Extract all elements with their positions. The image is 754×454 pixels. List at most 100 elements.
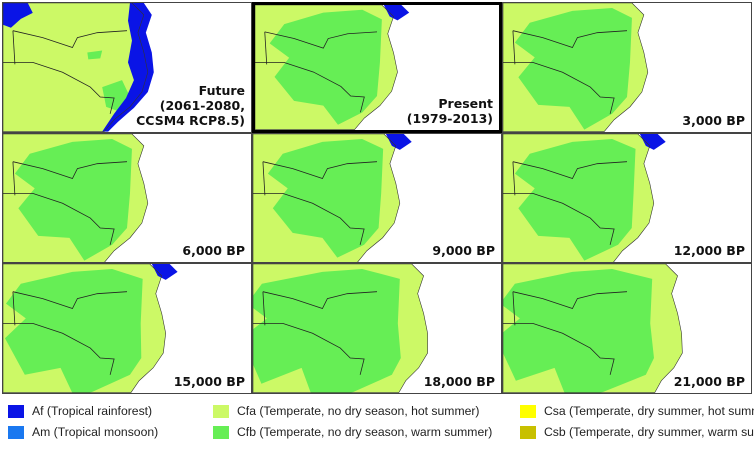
state-border	[253, 323, 365, 376]
legend-swatch	[520, 404, 536, 418]
panel-label: 6,000 BP	[182, 243, 245, 258]
state-border	[512, 291, 516, 326]
climate-map	[503, 3, 649, 132]
state-border	[512, 30, 516, 65]
panel-label: Future (2061-2080, CCSM4 RCP8.5)	[136, 83, 245, 128]
panel-label-line: 6,000 BP	[182, 243, 245, 259]
legend: Af (Tropical rainforest) Cfa (Temperate, …	[8, 404, 754, 439]
cfb-region	[253, 269, 401, 393]
panel-label-line: Present	[438, 95, 493, 111]
af-region	[383, 5, 410, 21]
cfb-region	[503, 269, 654, 393]
coastline	[503, 264, 683, 393]
panel-label-line: Future	[198, 82, 245, 98]
state-border	[512, 30, 628, 48]
panel-label: 21,000 BP	[674, 374, 745, 389]
panel-label-line: (1979-2013)	[406, 110, 493, 126]
panel-label: Present (1979-2013)	[407, 96, 493, 126]
legend-item-cfa: Cfa (Temperate, no dry season, hot summe…	[213, 404, 520, 418]
legend-swatch	[520, 425, 536, 439]
panel-label-line: 21,000 BP	[673, 373, 745, 389]
state-border	[262, 160, 378, 179]
state-border	[503, 192, 615, 245]
state-border	[12, 161, 16, 195]
state-border	[262, 291, 378, 310]
coastline	[253, 264, 428, 393]
map-panel-future: Future (2061-2080, CCSM4 RCP8.5)	[2, 2, 252, 133]
af-region	[3, 3, 33, 28]
panel-label: 18,000 BP	[424, 374, 495, 389]
panel-label-line: 3,000 BP	[682, 112, 745, 128]
coastline	[255, 5, 398, 130]
panel-label-line: CCSM4 RCP8.5)	[136, 112, 245, 128]
panel-label: 9,000 BP	[432, 243, 495, 258]
legend-item-csb: Csb (Temperate, dry summer, warm summer)	[520, 425, 754, 439]
panel-label-line: 9,000 BP	[432, 243, 495, 259]
legend-swatch	[213, 404, 229, 418]
coastline	[253, 133, 401, 263]
map-panel-12000: 12,000 BP	[502, 132, 752, 264]
panel-label-line: 12,000 BP	[673, 243, 745, 259]
state-border	[3, 323, 115, 376]
state-border	[262, 291, 266, 326]
coastline	[503, 3, 649, 132]
map-panel-3000: 3,000 BP	[502, 2, 752, 133]
panel-label-line: 15,000 BP	[173, 373, 245, 389]
panel-label-line: (2061-2080,	[159, 97, 245, 113]
map-panel-9000: 9,000 BP	[252, 132, 502, 264]
panel-label: 15,000 BP	[174, 374, 245, 389]
legend-label: Csb (Temperate, dry summer, warm summer)	[544, 425, 754, 439]
state-border	[264, 31, 268, 65]
climate-map	[253, 264, 428, 393]
legend-swatch	[8, 404, 24, 418]
legend-item-csa: Csa (Temperate, dry summer, hot summer)	[520, 404, 754, 418]
legend-swatch	[213, 425, 229, 439]
state-border	[3, 61, 115, 114]
state-border	[503, 323, 615, 376]
legend-label: Af (Tropical rainforest)	[32, 404, 153, 418]
state-border	[12, 160, 128, 179]
state-border	[12, 30, 16, 65]
climate-map	[3, 264, 178, 393]
climate-map	[503, 133, 666, 263]
climate-map	[255, 5, 410, 130]
coastline	[3, 264, 166, 393]
map-panel-18000: 18,000 BP	[252, 263, 502, 394]
climate-map	[3, 133, 149, 263]
coastline	[3, 133, 149, 263]
map-panel-15000: 15,000 BP	[2, 263, 252, 394]
state-border	[264, 31, 378, 49]
state-border	[12, 291, 128, 310]
state-border	[512, 161, 516, 195]
legend-swatch	[8, 425, 24, 439]
state-border	[255, 62, 365, 113]
cfb-region	[4, 269, 143, 393]
state-border	[12, 291, 16, 326]
map-panel-present: Present (1979-2013)	[252, 2, 502, 133]
map-grid: Future (2061-2080, CCSM4 RCP8.5) Present (19…	[2, 2, 752, 394]
climate-map	[253, 133, 412, 263]
coastline	[3, 3, 149, 132]
state-border	[503, 61, 615, 114]
legend-item-cfb: Cfb (Temperate, no dry season, warm summ…	[213, 425, 520, 439]
legend-label: Cfb (Temperate, no dry season, warm summ…	[237, 425, 493, 439]
climate-map	[3, 3, 154, 132]
state-border	[512, 291, 628, 310]
state-border	[12, 30, 128, 48]
state-border	[262, 161, 266, 195]
state-border	[253, 192, 365, 245]
af-region	[639, 133, 666, 150]
panel-label: 3,000 BP	[682, 113, 745, 128]
legend-label: Am (Tropical monsoon)	[32, 425, 159, 439]
af-region	[151, 264, 178, 281]
cfb-region	[87, 50, 103, 60]
state-border	[3, 192, 115, 245]
map-panel-6000: 6,000 BP	[2, 132, 252, 264]
panel-label-line: 18,000 BP	[423, 373, 495, 389]
coastline	[503, 133, 655, 263]
af-region	[102, 3, 154, 132]
climate-map	[503, 264, 683, 393]
af-region	[385, 133, 412, 150]
legend-label: Csa (Temperate, dry summer, hot summer)	[544, 404, 754, 418]
legend-item-am: Am (Tropical monsoon)	[8, 425, 213, 439]
